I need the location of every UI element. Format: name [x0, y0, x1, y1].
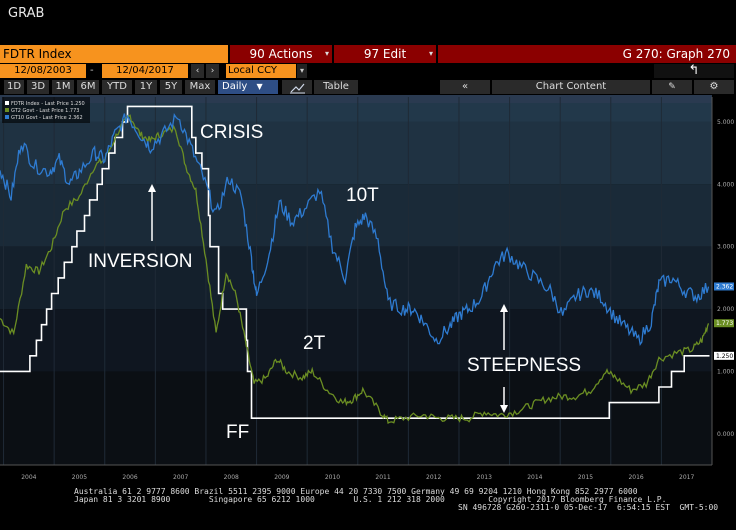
- x-tick-label: 2005: [72, 474, 87, 481]
- x-tick-label: 2014: [527, 474, 542, 481]
- period-3d-button[interactable]: 3D: [27, 80, 49, 94]
- frequency-label: Daily: [222, 81, 248, 92]
- y-tick-label: 2.000: [717, 306, 734, 313]
- x-tick-label: 2015: [578, 474, 593, 481]
- period-1y-button[interactable]: 1Y: [135, 80, 157, 94]
- period-ytd-button[interactable]: YTD: [102, 80, 132, 94]
- edit-menu-button[interactable]: 97 Edit ▾: [334, 45, 436, 63]
- legend-swatch: [5, 115, 9, 119]
- inversion-arrowhead: [148, 184, 156, 192]
- last-value-text-ff: 1.250: [716, 353, 733, 360]
- end-date-input[interactable]: 12/04/2017: [102, 64, 188, 78]
- y-axis: 0.000 1.000 2.000 3.000 4.000 5.000 2.362 1.773…: [711, 97, 734, 465]
- x-axis: 2004 2005 2006 2007 2008 2009 2010 2011 2012 2013…: [0, 464, 712, 481]
- footer: Australia 61 2 9777 8600 Brazil 5511 239…: [0, 486, 736, 530]
- last-value-text-gt10: 2.362: [716, 283, 733, 290]
- currency-select[interactable]: Local CCY: [226, 64, 296, 78]
- footer-session-line: SN 496728 G260-2311-0 05-Dec-17 6:54:15 …: [458, 503, 719, 512]
- annotations: CRISIS 10T INVERSION 2T STEEPNESS FF: [88, 122, 581, 443]
- legend-swatch: [5, 108, 9, 112]
- series-lines: [0, 105, 710, 424]
- band-1: [0, 309, 712, 372]
- ticker-field[interactable]: FDTR Index: [0, 45, 228, 63]
- period-5y-button[interactable]: 5Y: [160, 80, 182, 94]
- x-tick-label: 2004: [21, 474, 36, 481]
- graph-title: G 270: Graph 270: [438, 45, 736, 63]
- steepness-label: STEEPNESS: [467, 355, 581, 376]
- y-tick-label: 0.000: [717, 431, 734, 438]
- line-chart-icon[interactable]: [282, 80, 312, 94]
- gear-icon[interactable]: ⚙: [694, 80, 734, 94]
- start-date-input[interactable]: 12/08/2003: [0, 64, 86, 78]
- last-value-tag-gt2: [714, 319, 734, 328]
- y-tick-label: 1.000: [717, 368, 734, 375]
- x-tick-label: 2006: [122, 474, 137, 481]
- undo-icon[interactable]: ↰: [654, 64, 734, 78]
- chevron-down-icon[interactable]: ▾: [297, 64, 307, 78]
- period-max-button[interactable]: Max: [185, 80, 215, 94]
- band-3: [0, 184, 712, 247]
- chevron-down-icon: ▾: [428, 49, 433, 58]
- edit-label: 97 Edit: [363, 47, 407, 61]
- yield-chart[interactable]: 2004 2005 2006 2007 2008 2009 2010 2011 2012 2013…: [0, 95, 736, 485]
- crisis-label: CRISIS: [200, 122, 263, 143]
- steepness-up-arrowhead: [500, 304, 508, 312]
- period-1d-button[interactable]: 1D: [4, 80, 24, 94]
- y-tick-label: 4.000: [717, 181, 734, 188]
- x-tick-label: 2009: [274, 474, 289, 481]
- legend-label: GT2 Govt - Last Price 1.773: [11, 108, 79, 114]
- x-tick-label: 2013: [477, 474, 492, 481]
- x-tick-label: 2017: [679, 474, 694, 481]
- period-6m-button[interactable]: 6M: [77, 80, 99, 94]
- series-line-gt10: [0, 113, 710, 346]
- background-bands: [0, 95, 712, 465]
- window-title: GRAB: [8, 6, 45, 21]
- ten-year-label: 10T: [346, 185, 379, 206]
- actions-label: 90 Actions: [249, 47, 313, 61]
- two-year-label: 2T: [303, 333, 326, 354]
- last-value-tag-ff: [714, 351, 734, 360]
- footer-contact-line-2: Japan 81 3 3201 8900 Singapore 65 6212 1…: [74, 495, 667, 504]
- last-value-text-gt2: 1.773: [716, 320, 733, 327]
- footer-contact-line-1: Australia 61 2 9777 8600 Brazil 5511 239…: [74, 487, 638, 496]
- x-tick-label: 2011: [375, 474, 390, 481]
- chevron-down-icon: ▼: [256, 82, 263, 91]
- legend-box: [2, 97, 90, 123]
- edit-chart-icon[interactable]: ✎: [652, 80, 692, 94]
- x-tick-label: 2010: [325, 474, 340, 481]
- x-tick-label: 2007: [173, 474, 188, 481]
- line-chart-glyph: [290, 83, 305, 94]
- inversion-label: INVERSION: [88, 251, 193, 272]
- y-tick-label: 5.000: [717, 119, 734, 126]
- fed-funds-label: FF: [226, 422, 249, 443]
- date-separator: -: [90, 65, 94, 76]
- period-1m-button[interactable]: 1M: [52, 80, 74, 94]
- frequency-select[interactable]: Daily ▼: [218, 80, 278, 94]
- x-tick-label: 2012: [426, 474, 441, 481]
- legend-label: FDTR Index - Last Price 1.250: [11, 101, 85, 107]
- last-value-tag-gt10: [714, 282, 734, 291]
- steepness-down-arrowhead: [500, 405, 508, 413]
- chevron-left-icon[interactable]: ‹: [191, 64, 204, 78]
- legend-swatch: [5, 101, 9, 105]
- actions-menu-button[interactable]: 90 Actions ▾: [230, 45, 332, 63]
- x-tick-label: 2016: [628, 474, 643, 481]
- chevron-down-icon: ▾: [324, 49, 329, 58]
- double-chevron-left-icon[interactable]: «: [440, 80, 490, 94]
- chart-content-button[interactable]: Chart Content: [492, 80, 650, 94]
- band-top: [0, 95, 712, 103]
- legend-label: GT10 Govt - Last Price 2.362: [11, 115, 83, 121]
- y-tick-label: 3.000: [717, 244, 734, 251]
- band-2: [0, 246, 712, 310]
- chevron-right-icon[interactable]: ›: [206, 64, 219, 78]
- x-tick-label: 2008: [224, 474, 239, 481]
- table-button[interactable]: Table: [314, 80, 358, 94]
